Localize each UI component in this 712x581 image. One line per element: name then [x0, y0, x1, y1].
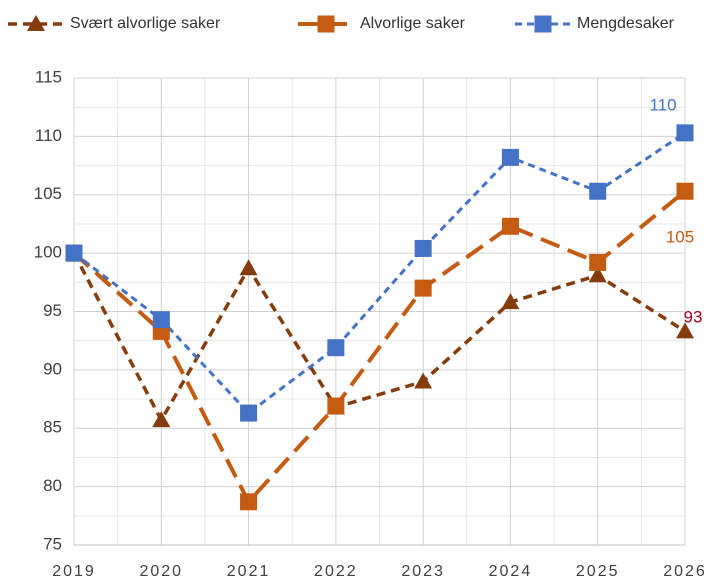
data-point: [589, 253, 607, 271]
data-point: [65, 244, 83, 262]
data-point: [239, 259, 258, 276]
legend-marker: [534, 15, 552, 33]
value-label: 93: [684, 307, 703, 326]
x-tick-label: 2019: [52, 563, 96, 580]
data-point: [676, 322, 694, 339]
y-tick-label: 80: [43, 476, 62, 495]
data-point: [152, 311, 170, 329]
data-point: [414, 239, 432, 257]
data-point: [501, 293, 520, 310]
y-tick-label: 110: [35, 126, 62, 145]
series-line: [73, 131, 686, 416]
data-point: [676, 182, 694, 200]
legend-label: Alvorlige saker: [360, 15, 466, 32]
x-tick-label: 2020: [139, 563, 183, 580]
data-point: [327, 339, 345, 357]
data-point: [240, 404, 258, 422]
legend-label: Mengdesaker: [577, 15, 675, 32]
x-tick-label: 2023: [401, 563, 445, 580]
legend-marker: [317, 15, 335, 33]
x-tick-label: 2022: [314, 563, 358, 580]
data-point: [327, 397, 345, 415]
y-tick-label: 100: [34, 243, 62, 262]
y-tick-label: 105: [34, 184, 62, 203]
x-tick-label: 2026: [663, 563, 707, 580]
data-point: [240, 493, 258, 511]
value-label: 105: [666, 227, 694, 246]
legend-marker: [27, 15, 45, 31]
data-point: [676, 124, 694, 142]
series-line: [72, 189, 687, 506]
x-tick-label: 2025: [576, 563, 620, 580]
data-point: [414, 279, 432, 297]
y-tick-label: 95: [43, 301, 62, 320]
value-label: 110: [649, 95, 676, 114]
data-point: [501, 148, 519, 166]
y-tick-label: 115: [35, 67, 62, 86]
data-point: [152, 411, 171, 428]
y-tick-label: 90: [43, 359, 62, 378]
series-line: [72, 252, 686, 424]
data-point: [501, 217, 519, 235]
x-tick-label: 2024: [489, 563, 533, 580]
y-tick-label: 85: [43, 418, 62, 437]
data-point: [414, 372, 433, 389]
x-tick-label: 2021: [227, 563, 271, 580]
data-point: [588, 266, 607, 283]
data-point: [589, 182, 607, 200]
legend-label: Svært alvorlige saker: [70, 15, 221, 32]
y-tick-label: 75: [43, 534, 62, 553]
